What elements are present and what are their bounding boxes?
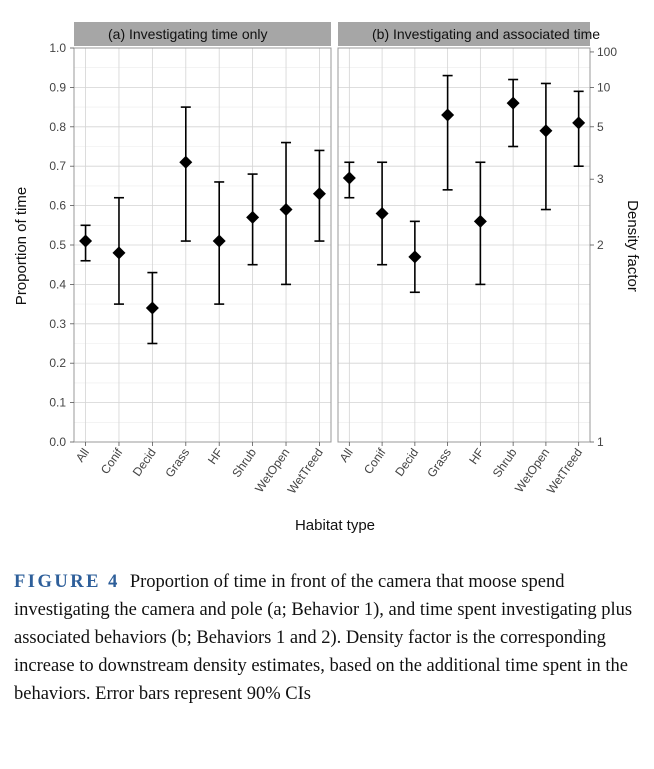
data-point-grass-panel-a [179, 106, 193, 242]
facet-strip [74, 22, 331, 46]
x-tick-label: All [337, 446, 356, 465]
diamond-marker [342, 171, 356, 185]
y2-tick-label: 2 [597, 238, 604, 252]
diamond-marker [572, 116, 586, 130]
data-point-decid-panel-b [408, 220, 422, 294]
y2-axis-title: Density factor [624, 200, 641, 292]
diamond-marker [246, 210, 260, 224]
data-point-decid-panel-a [145, 271, 159, 345]
y-tick-label: 1.0 [49, 41, 66, 55]
data-point-hf-panel-b [473, 161, 487, 286]
diamond-marker [408, 250, 422, 264]
data-point-conif-panel-a [112, 196, 126, 305]
y-axis-title: Proportion of time [13, 187, 30, 305]
y2-tick-label: 100 [597, 45, 617, 59]
y-tick-label: 0.1 [49, 396, 66, 410]
x-tick-label: HF [466, 446, 487, 467]
grid-layer [74, 47, 590, 443]
y-tick-label: 0.2 [49, 356, 66, 370]
x-tick-label: HF [205, 446, 226, 467]
diamond-marker [506, 96, 520, 110]
data-point-wettreed-panel-a [312, 149, 326, 242]
facet-strip-title: (b) Investigating and associated time [372, 26, 600, 42]
data-point-conif-panel-b [375, 161, 389, 266]
x-tick-label: Conif [98, 445, 126, 477]
y-tick-label: 0.8 [49, 120, 66, 134]
facet-strip [338, 22, 590, 46]
y2-tick-label: 5 [597, 120, 604, 134]
chart-figure: (a) Investigating time only (b) Investiga… [13, 22, 641, 534]
y2-tick-label: 10 [597, 80, 611, 94]
marks-layer [79, 74, 586, 345]
x-tick-label: Shrub [490, 445, 520, 480]
diamond-marker [145, 301, 159, 315]
data-point-wetopen-panel-b [539, 82, 553, 211]
data-point-shrub-panel-a [246, 173, 260, 266]
diamond-marker [112, 246, 126, 260]
y-tick-label: 0.5 [49, 238, 66, 252]
x-tick-label: Decid [392, 446, 421, 479]
data-point-wettreed-panel-b [572, 90, 586, 167]
y-tick-label: 0.4 [49, 277, 66, 291]
frame-layer: (a) Investigating time only (b) Investiga… [73, 22, 600, 443]
x-tick-label: All [73, 446, 92, 465]
y-tick-label: 0.7 [49, 159, 66, 173]
x-tick-label: Decid [130, 446, 159, 479]
data-point-wetopen-panel-a [279, 141, 293, 286]
y-tick-label: 0.0 [49, 435, 66, 449]
data-point-all-panel-b [342, 161, 356, 199]
diamond-marker [212, 234, 226, 248]
y2-tick-label: 3 [597, 172, 604, 186]
diamond-marker [179, 155, 193, 169]
x-tick-label: Grass [162, 446, 192, 480]
y-tick-label: 0.3 [49, 317, 66, 331]
diamond-marker [279, 203, 293, 217]
x-axis-title: Habitat type [295, 517, 375, 534]
diamond-marker [473, 214, 487, 228]
y2-tick-label: 1 [597, 435, 604, 449]
diamond-marker [312, 187, 326, 201]
y-tick-label: 0.9 [49, 80, 66, 94]
caption-text: Proportion of time in front of the camer… [14, 572, 633, 704]
x-tick-label: Conif [361, 445, 389, 477]
x-tick-label: Shrub [229, 445, 259, 480]
data-point-hf-panel-a [212, 181, 226, 305]
facet-strip-title: (a) Investigating time only [108, 26, 268, 42]
diamond-marker [375, 206, 389, 220]
data-point-all-panel-a [79, 224, 93, 262]
diamond-marker [441, 108, 455, 122]
diamond-marker [79, 234, 93, 248]
data-point-grass-panel-b [441, 74, 455, 191]
x-tick-label: Grass [424, 446, 454, 480]
figure-label: FIGURE 4 [14, 572, 120, 592]
data-point-shrub-panel-b [506, 78, 520, 148]
figure-caption: FIGURE 4 Proportion of time in front of t… [14, 568, 642, 708]
axis-layer: All Conif Decid Grass HF ShrubWetOpenWetTreed… [49, 41, 617, 496]
y-tick-label: 0.6 [49, 199, 66, 213]
diamond-marker [539, 124, 553, 138]
